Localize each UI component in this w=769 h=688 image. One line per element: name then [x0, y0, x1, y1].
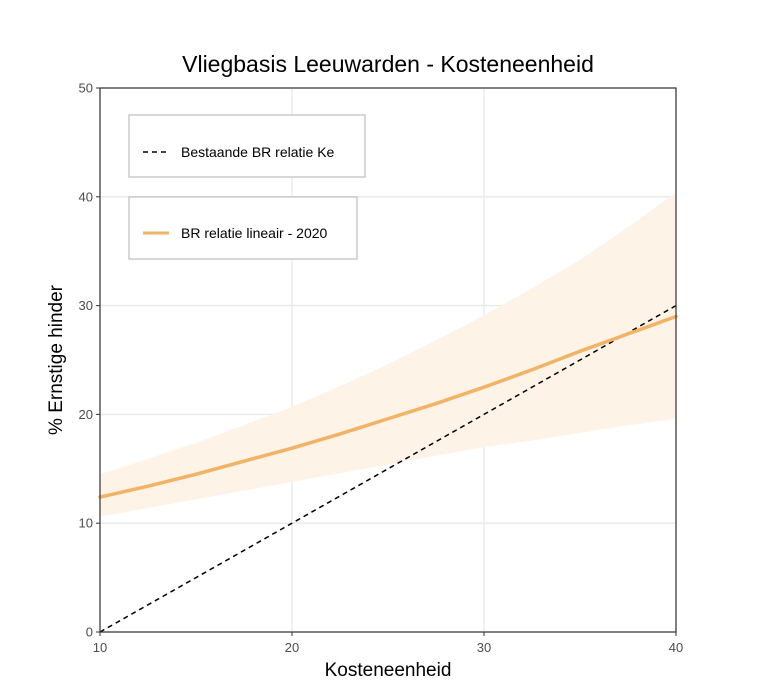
legend-box-linear-2020 — [128, 196, 358, 260]
y-tick-label-50: 50 — [79, 81, 93, 96]
y-axis-ticks: 0 10 20 30 40 50 — [79, 81, 100, 640]
chart-title: Vliegbasis Leeuwarden - Kosteneenheid — [182, 51, 594, 77]
confidence-band-layer — [100, 192, 676, 517]
y-tick-label-20: 20 — [79, 407, 93, 422]
x-tick-label-20: 20 — [285, 640, 299, 655]
series-line-dashed-0 — [99, 304, 677, 633]
legend-box-existing — [128, 114, 366, 178]
y-tick-label-30: 30 — [79, 298, 93, 313]
plot-border — [99, 87, 677, 633]
y-tick-label-40: 40 — [79, 189, 93, 204]
series-line-solid-1 — [98, 314, 678, 499]
x-axis-ticks: 10 20 30 40 — [93, 632, 683, 655]
legend-label-linear-2020: BR relatie lineair - 2020 — [181, 225, 328, 241]
legend-label-existing: Bestaande BR relatie Ke — [181, 144, 335, 160]
x-tick-label-30: 30 — [477, 640, 491, 655]
series-lines — [98, 304, 678, 633]
y-axis-label: % Ernstige hinder — [46, 284, 67, 435]
legend-entry-linear-2020: BR relatie lineair - 2020 — [128, 196, 358, 260]
x-tick-label-40: 40 — [669, 640, 683, 655]
x-tick-label-10: 10 — [93, 640, 107, 655]
x-axis-label: Kosteneenheid — [325, 660, 452, 681]
confidence-band-series-1 — [100, 192, 676, 517]
y-tick-label-0: 0 — [86, 625, 93, 640]
y-tick-label-10: 10 — [79, 516, 93, 531]
legend-entry-existing: Bestaande BR relatie Ke — [128, 114, 366, 178]
